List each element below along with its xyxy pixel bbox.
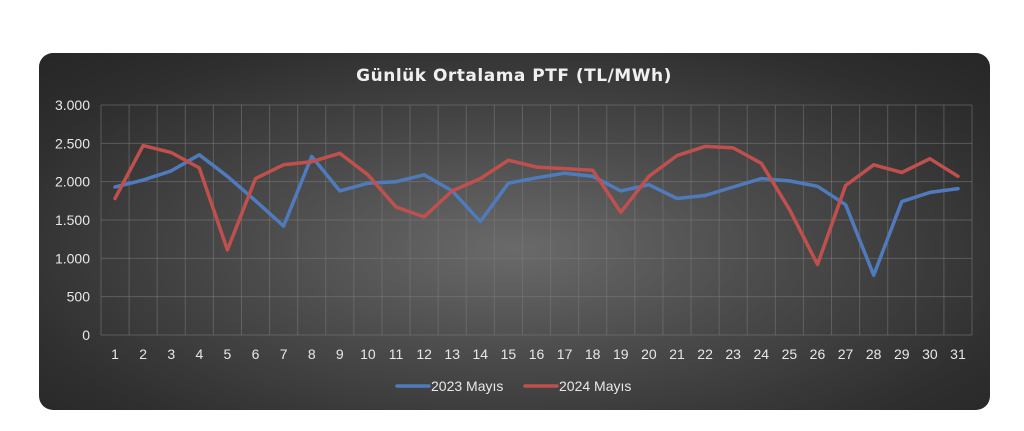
y-tick-label: 2.000 (55, 174, 90, 190)
x-tick-label: 27 (838, 346, 854, 362)
x-tick-label: 7 (280, 346, 288, 362)
chart-panel: Günlük Ortalama PTF (TL/MWh) 0 500 1.000 1.… (39, 53, 990, 410)
x-tick-label: 29 (894, 346, 910, 362)
x-tick-label: 6 (252, 346, 260, 362)
x-tick-label: 19 (613, 346, 629, 362)
series-layer (113, 143, 960, 277)
x-tick-label: 23 (725, 346, 741, 362)
x-tick-label: 16 (529, 346, 545, 362)
x-axis-ticks: 1 2 3 4 5 6 7 8 9 10 11 12 13 14 15 16 17 18 19 20 21 22 23 24 2… (111, 346, 966, 362)
x-tick-label: 20 (641, 346, 657, 362)
y-tick-label: 500 (67, 289, 91, 305)
series-line-2 (113, 143, 960, 267)
x-tick-label: 28 (866, 346, 882, 362)
x-tick-label: 5 (224, 346, 232, 362)
x-tick-label: 9 (336, 346, 344, 362)
legend-label-1: 2023 Mayıs (431, 378, 503, 394)
x-tick-label: 24 (753, 346, 769, 362)
x-tick-label: 1 (111, 346, 119, 362)
x-tick-label: 18 (585, 346, 601, 362)
x-tick-label: 2 (139, 346, 147, 362)
x-tick-label: 17 (557, 346, 573, 362)
x-tick-label: 21 (669, 346, 685, 362)
line-chart: Günlük Ortalama PTF (TL/MWh) 0 500 1.000 1.… (55, 66, 973, 394)
y-tick-label: 0 (82, 327, 90, 343)
x-tick-label: 4 (195, 346, 203, 362)
x-tick-label: 26 (810, 346, 826, 362)
x-tick-label: 30 (922, 346, 938, 362)
x-tick-label: 8 (308, 346, 316, 362)
y-tick-label: 1.500 (55, 212, 90, 228)
series-line-1 (113, 153, 960, 277)
chart-title: Günlük Ortalama PTF (TL/MWh) (356, 66, 672, 86)
x-tick-label: 31 (950, 346, 966, 362)
x-tick-label: 13 (444, 346, 460, 362)
y-tick-label: 2.500 (55, 135, 90, 151)
legend: 2023 Mayıs 2024 Mayıs (395, 378, 631, 394)
x-tick-label: 15 (501, 346, 517, 362)
x-tick-label: 12 (416, 346, 432, 362)
grid-layer (100, 104, 973, 336)
y-tick-label: 3.000 (55, 97, 90, 113)
y-tick-label: 1.000 (55, 250, 90, 266)
x-tick-label: 3 (167, 346, 175, 362)
x-tick-label: 10 (360, 346, 376, 362)
x-tick-label: 14 (473, 346, 489, 362)
x-tick-label: 11 (389, 346, 404, 362)
x-tick-label: 25 (782, 346, 798, 362)
y-axis-ticks: 0 500 1.000 1.500 2.000 2.500 3.000 (55, 97, 90, 343)
x-tick-label: 22 (697, 346, 713, 362)
legend-label-2: 2024 Mayıs (559, 378, 631, 394)
